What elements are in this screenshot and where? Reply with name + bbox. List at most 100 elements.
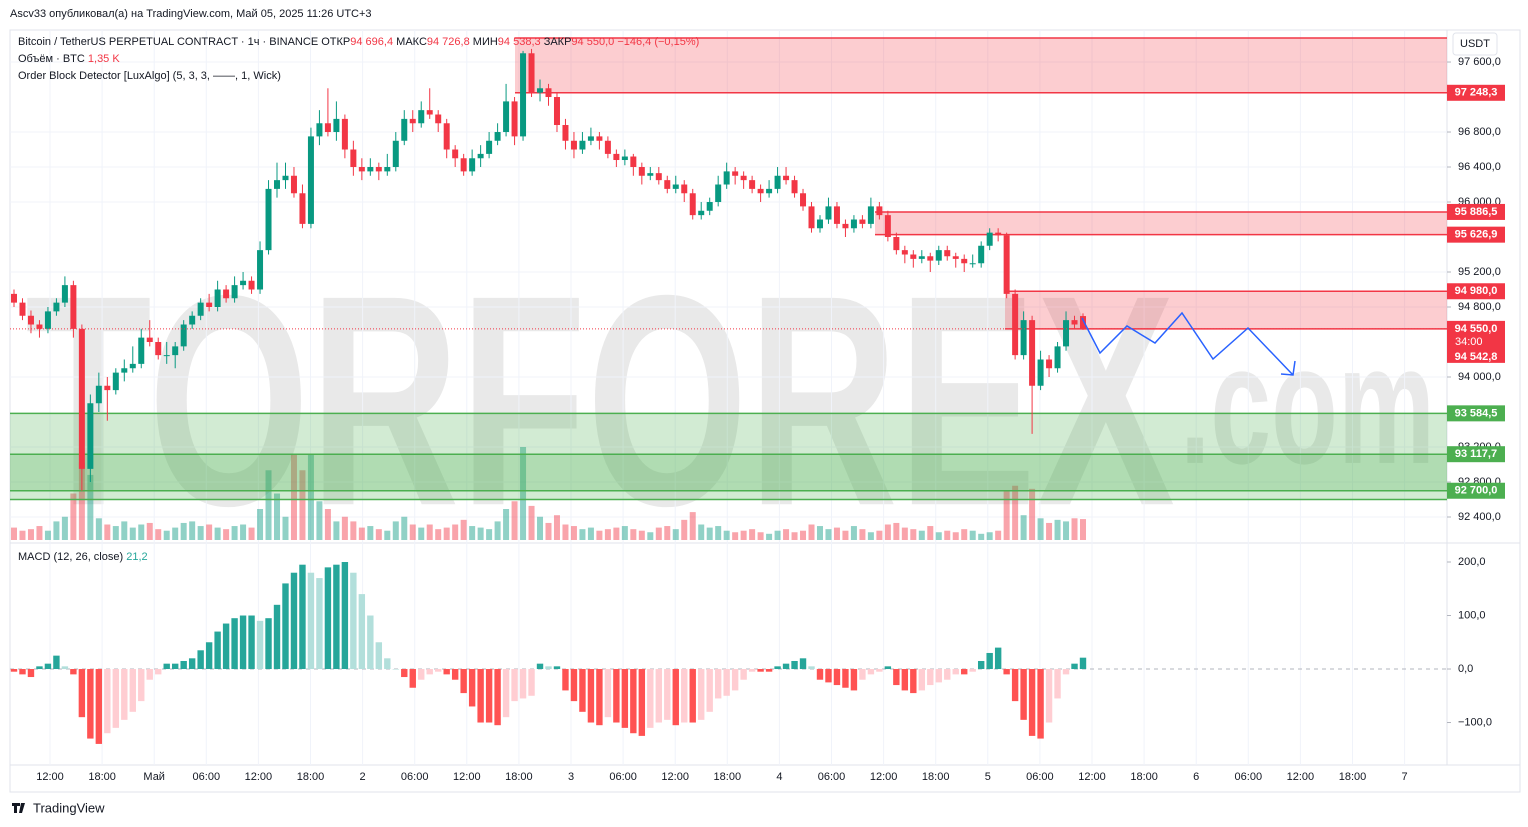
macd-bar	[180, 660, 187, 670]
macd-bar	[1037, 669, 1044, 739]
volume-bar	[95, 518, 102, 540]
candle-body	[282, 175, 289, 181]
candle-body	[1012, 293, 1019, 356]
macd-bar	[630, 669, 637, 734]
volume-bar	[986, 532, 993, 540]
candle-body	[757, 188, 764, 194]
volume-name: Объём · BTC	[18, 53, 85, 65]
macd-bar	[791, 660, 798, 670]
volume-bar	[248, 527, 255, 540]
candle-body	[316, 123, 323, 137]
candle-body	[596, 136, 603, 141]
macd-bar	[36, 666, 43, 670]
volume-bar	[44, 530, 51, 540]
countdown: 34:00	[1455, 336, 1483, 348]
volume-bar	[808, 524, 815, 540]
candle-body	[1029, 320, 1036, 386]
candle-body	[112, 372, 119, 391]
macd-bar	[876, 669, 883, 672]
volume-bar	[299, 470, 306, 540]
zone-price-box	[1447, 283, 1505, 300]
volume-bar	[70, 493, 77, 540]
macd-bar	[87, 669, 94, 739]
macd-bar	[613, 669, 620, 723]
volume-bar	[214, 527, 221, 540]
candle-body	[1054, 346, 1061, 369]
candle-body	[562, 125, 569, 141]
x-tick-label: 12:00	[453, 771, 481, 783]
ohlc-value: 94 696,4	[350, 36, 393, 48]
volume-bar	[87, 474, 94, 540]
candle-body	[808, 206, 815, 229]
macd-bar	[842, 669, 849, 688]
zone-price-box	[1447, 203, 1505, 220]
x-tick-label: 12:00	[661, 771, 689, 783]
volume-bar	[927, 526, 934, 540]
macd-bar	[587, 669, 595, 723]
macd-bar	[367, 615, 374, 670]
macd-bar	[231, 618, 238, 670]
macd-bar	[698, 669, 705, 720]
x-tick-label: 12:00	[870, 771, 898, 783]
volume-bar	[528, 505, 535, 540]
y-tick-label: 200,0	[1458, 556, 1486, 568]
volume-bar	[240, 524, 247, 540]
currency[interactable]: USDT	[1460, 38, 1490, 50]
candle-body	[791, 180, 798, 194]
volume-bar	[341, 516, 348, 540]
zone-price-box	[1447, 482, 1505, 499]
symbol-legend: Bitcoin / TetherUS PERPETUAL CONTRACT · …	[18, 36, 699, 48]
macd-bar	[528, 669, 535, 696]
macd-bar	[740, 669, 747, 680]
x-tick-label: 06:00	[401, 771, 429, 783]
macd-bar	[935, 669, 942, 683]
candle-body	[833, 206, 840, 224]
macd-bar	[435, 669, 442, 672]
candle-body	[36, 324, 43, 329]
macd-bar	[519, 669, 527, 699]
candle-body	[350, 149, 357, 168]
volume-bar	[1063, 521, 1070, 540]
candle-body	[392, 140, 399, 168]
volume-bar	[740, 530, 747, 540]
macd-bar	[451, 669, 459, 680]
candle-body	[19, 302, 26, 316]
candle-body	[358, 167, 365, 172]
candle-body	[53, 302, 60, 312]
macd-bar	[155, 669, 162, 675]
volume-bar	[146, 522, 153, 540]
symbol-title: Bitcoin / TetherUS PERPETUAL CONTRACT · …	[18, 36, 318, 48]
macd-bar	[570, 669, 578, 702]
candle-body	[486, 140, 493, 154]
volume-bar	[715, 526, 722, 540]
volume-bar	[78, 462, 85, 540]
candle-body	[469, 158, 476, 172]
volume-bar	[833, 527, 840, 540]
y-tick-label: 94 000,0	[1458, 371, 1501, 383]
volume-bar	[884, 524, 891, 540]
candle-body	[418, 110, 425, 124]
candle-body	[146, 337, 153, 343]
macd-bar	[494, 669, 501, 726]
volume-bar	[155, 529, 162, 540]
macd-bar	[714, 669, 722, 699]
currency-box[interactable]	[1452, 32, 1498, 56]
volume-bar	[553, 515, 560, 540]
volume-bar	[477, 527, 484, 540]
volume-bar	[172, 527, 179, 540]
candle-body	[240, 280, 247, 286]
y-tick-label: 96 800,0	[1458, 126, 1501, 138]
macd-bar	[910, 669, 917, 694]
volume-bar	[689, 512, 696, 540]
candle-body	[816, 219, 823, 229]
candle-body	[621, 156, 628, 161]
macd-bar	[44, 663, 52, 670]
macd-bar	[171, 663, 179, 670]
macd-bar	[604, 669, 612, 718]
macd-value: 21,2	[126, 551, 147, 563]
macd-bar	[850, 669, 858, 691]
volume-bar	[494, 521, 501, 540]
y-tick-label: −100,0	[1458, 716, 1492, 728]
order-block	[10, 454, 1447, 491]
candle-body	[511, 101, 518, 137]
